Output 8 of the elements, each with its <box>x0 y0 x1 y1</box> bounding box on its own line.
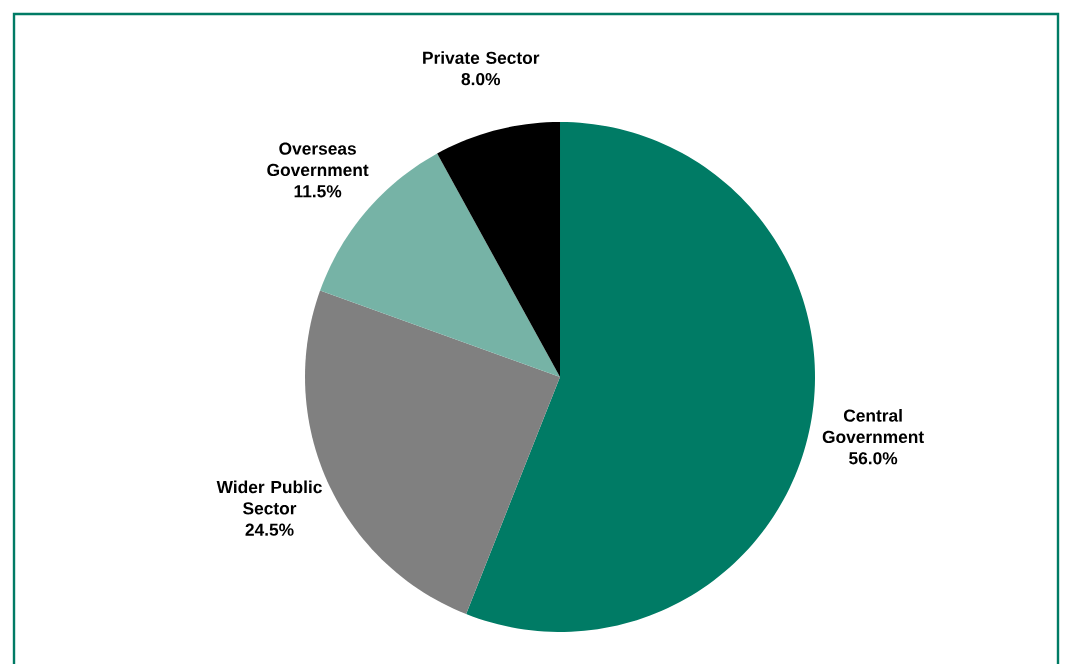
data-label: 56.0% <box>849 452 898 465</box>
slice-label: Overseas Government <box>267 142 369 177</box>
data-label: 8.0% <box>461 73 501 86</box>
data-label: 24.5% <box>245 523 294 536</box>
slice-label: Private Sector <box>423 51 540 64</box>
slice-label: Wider Public Sector <box>216 480 322 515</box>
data-label: 11.5% <box>294 185 342 198</box>
slice-label: Central Government <box>822 409 924 444</box>
